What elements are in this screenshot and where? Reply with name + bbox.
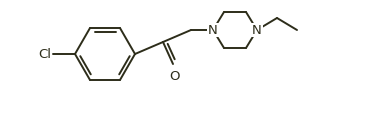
Text: N: N (208, 24, 218, 37)
Text: Cl: Cl (38, 48, 51, 61)
Text: O: O (170, 69, 180, 82)
Text: N: N (252, 24, 262, 37)
